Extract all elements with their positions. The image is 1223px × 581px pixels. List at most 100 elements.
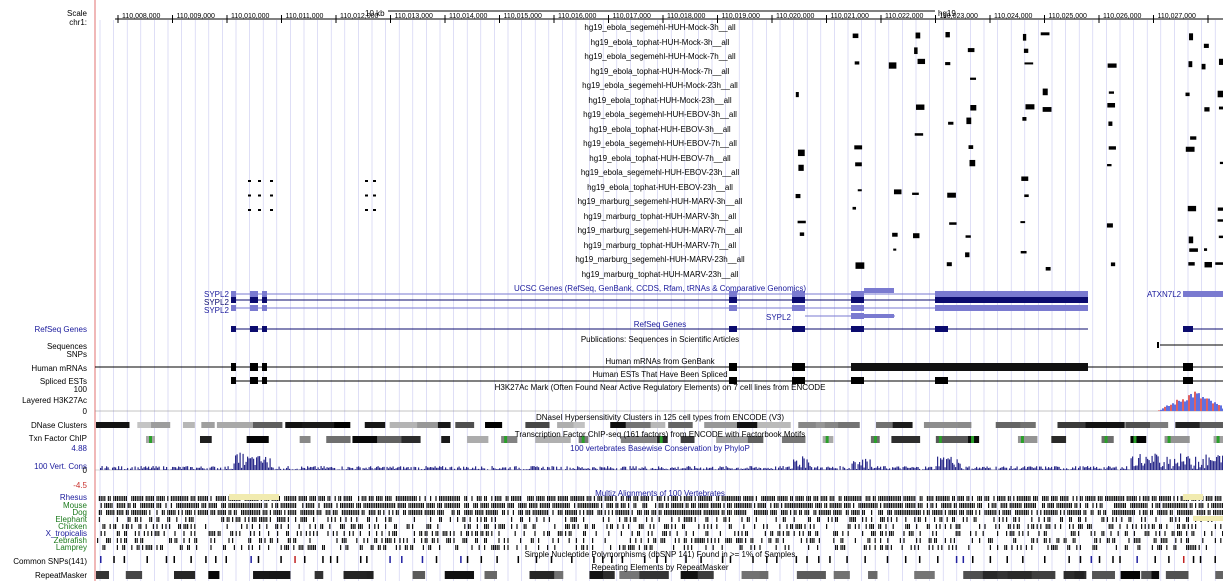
cons-bar [658, 466, 660, 470]
alignment-block [647, 510, 649, 515]
ucsc-genes-title[interactable]: UCSC Genes (RefSeq, GenBank, CCDS, Rfam,… [513, 284, 807, 293]
label-species-elephant[interactable]: Elephant [55, 515, 87, 524]
cons-bar [602, 467, 604, 470]
cons-bar [514, 466, 516, 470]
alignment-block [1092, 496, 1094, 501]
snp-title[interactable]: Simple Nucleotide Polymorphisms (dbSNP 1… [524, 550, 796, 559]
alignment-block [185, 524, 187, 529]
custom-track-title[interactable]: hg19_ebola_tophat-HUH-Mock-7h__all [590, 66, 730, 76]
repeatmasker-title[interactable]: Repeating Elements by RepeatMasker [591, 563, 729, 572]
gene-name-atxn7l2[interactable]: ATXN7L2 [1147, 290, 1182, 299]
cons-bar [442, 466, 444, 470]
alignment-block [754, 524, 756, 529]
label-species-zebrafish[interactable]: Zebrafish [53, 536, 87, 545]
alignment-block [122, 545, 124, 550]
alignment-block [592, 510, 594, 515]
label-100-vert-cons[interactable]: 100 Vert. Cons [34, 462, 87, 471]
custom-track-title[interactable]: hg19_marburg_segemehl-HUH-MARV-7h__all [577, 226, 743, 235]
alignment-block [1056, 510, 1058, 515]
alignment-block [592, 503, 594, 508]
alignment-block [583, 531, 585, 536]
alignment-block [806, 503, 808, 508]
label-species-dog[interactable]: Dog [72, 508, 87, 517]
custom-track-title[interactable]: hg19_ebola_tophat-HUH-Mock-3h__all [590, 37, 730, 47]
label-layered-h3k27ac[interactable]: Layered H3K27Ac [22, 396, 87, 405]
cons-bar [902, 467, 904, 470]
custom-track-title[interactable]: hg19_ebola_tophat-HUH-EBOV-7h__all [589, 153, 731, 163]
cons-bar [893, 467, 895, 470]
label-species-chicken[interactable]: Chicken [58, 522, 87, 531]
label-snps[interactable]: SNPs [66, 350, 87, 359]
label-spliced-ests[interactable]: Spliced ESTs [39, 377, 87, 386]
alignment-block [188, 517, 190, 522]
alignment-block [525, 545, 527, 550]
custom-track-title[interactable]: hg19_ebola_segemehl-HUH-Mock-7h__all [584, 52, 736, 61]
label-dnase-clusters[interactable]: DNase Clusters [30, 421, 87, 430]
dnase-title[interactable]: DNaseI Hypersensitivity Clusters in 125 … [535, 413, 785, 422]
custom-track-title[interactable]: hg19_marburg_tophat-HUH-MARV-7h__all [583, 240, 737, 250]
alignment-block [887, 496, 889, 501]
gene-name-sypl2-2[interactable]: SYPL2 [204, 298, 229, 307]
custom-track-title[interactable]: hg19_marburg_tophat-HUH-MARV-3h__all [583, 211, 737, 221]
alignment-block [503, 538, 505, 543]
custom-track-title[interactable]: hg19_ebola_segemehl-HUH-Mock-23h__all [582, 81, 738, 90]
label-common-snps[interactable]: Common SNPs(141) [13, 557, 87, 566]
cons-bar [676, 469, 678, 470]
alignment-block [1124, 510, 1126, 515]
gene-name-sypl2-3[interactable]: SYPL2 [204, 306, 229, 315]
cons-bar [494, 468, 496, 470]
alignment-block [853, 503, 855, 508]
alignment-block [340, 503, 342, 508]
alignment-block [1060, 503, 1062, 508]
gene-name-sypl2-4[interactable]: SYPL2 [766, 313, 791, 322]
custom-track-title[interactable]: hg19_ebola_tophat-HUH-EBOV-23h__all [587, 182, 733, 192]
alignment-block [473, 503, 475, 508]
cons-bar [137, 467, 139, 470]
alignment-block [664, 496, 666, 501]
mrna-title[interactable]: Human mRNAs from GenBank [605, 357, 715, 366]
alignment-block [516, 524, 518, 529]
custom-track-title[interactable]: hg19_ebola_segemehl-HUH-EBOV-3h__all [583, 110, 737, 119]
multiz-title[interactable]: Multiz Alignments of 100 Vertebrates [595, 489, 725, 498]
publications-title[interactable]: Publications: Sequences in Scientific Ar… [580, 335, 740, 344]
txn-factor-title[interactable]: Transcription Factor ChIP-seq (161 facto… [514, 430, 806, 439]
custom-track-title[interactable]: hg19_ebola_tophat-HUH-EBOV-3h__all [589, 124, 731, 134]
h3k27ac-title[interactable]: H3K27Ac Mark (Often Found Near Active Re… [494, 383, 826, 392]
snp-mark [329, 556, 332, 563]
custom-track-title[interactable]: hg19_marburg_tophat-HUH-MARV-23h__all [581, 269, 739, 279]
label-sequences[interactable]: Sequences [46, 342, 87, 351]
alignment-block [197, 503, 199, 508]
custom-track-title[interactable]: hg19_marburg_segemehl-HUH-MARV-23h__all [575, 255, 745, 264]
cons-bar [565, 469, 567, 470]
label-species-mouse[interactable]: Mouse [62, 501, 87, 510]
cons-bar [679, 469, 681, 470]
label-species-rhesus[interactable]: Rhesus [59, 493, 87, 502]
alignment-block [871, 524, 873, 529]
label-refseq-genes[interactable]: RefSeq Genes [34, 325, 87, 334]
custom-track-title[interactable]: hg19_ebola_tophat-HUH-Mock-23h__all [588, 95, 732, 105]
label-repeatmasker[interactable]: RepeatMasker [34, 571, 87, 580]
est-title[interactable]: Human ESTs That Have Been Spliced [592, 370, 728, 379]
cons-bar [560, 466, 562, 470]
alignment-block [813, 510, 815, 515]
custom-track-title[interactable]: hg19_ebola_segemehl-HUH-Mock-3h__all [584, 23, 736, 32]
refseq-genes-title[interactable]: RefSeq Genes [633, 320, 687, 329]
conservation-title[interactable]: 100 vertebrates Basewise Conservation by… [570, 444, 750, 453]
alignment-block [170, 510, 172, 515]
label-txn-factor[interactable]: Txn Factor ChIP [28, 434, 87, 443]
label-human-mrnas[interactable]: Human mRNAs [31, 364, 87, 373]
custom-track-title[interactable]: hg19_marburg_segemehl-HUH-MARV-3h__all [577, 197, 743, 206]
custom-track-title[interactable]: hg19_ebola_segemehl-HUH-EBOV-7h__all [583, 139, 737, 148]
alignment-block [343, 538, 345, 543]
gene-name-sypl2-1[interactable]: SYPL2 [204, 290, 229, 299]
label-species-xtropicalis[interactable]: X_tropicalis [45, 529, 87, 538]
alignment-block [1072, 538, 1074, 543]
alignment-block [1132, 524, 1134, 529]
cons-bar [436, 467, 438, 470]
alignment-block [566, 503, 568, 508]
alignment-block [620, 510, 622, 515]
custom-track-title[interactable]: hg19_ebola_segemehl-HUH-EBOV-23h__all [580, 168, 740, 177]
alignment-block [318, 510, 320, 515]
label-species-lamprey[interactable]: Lamprey [55, 543, 87, 552]
